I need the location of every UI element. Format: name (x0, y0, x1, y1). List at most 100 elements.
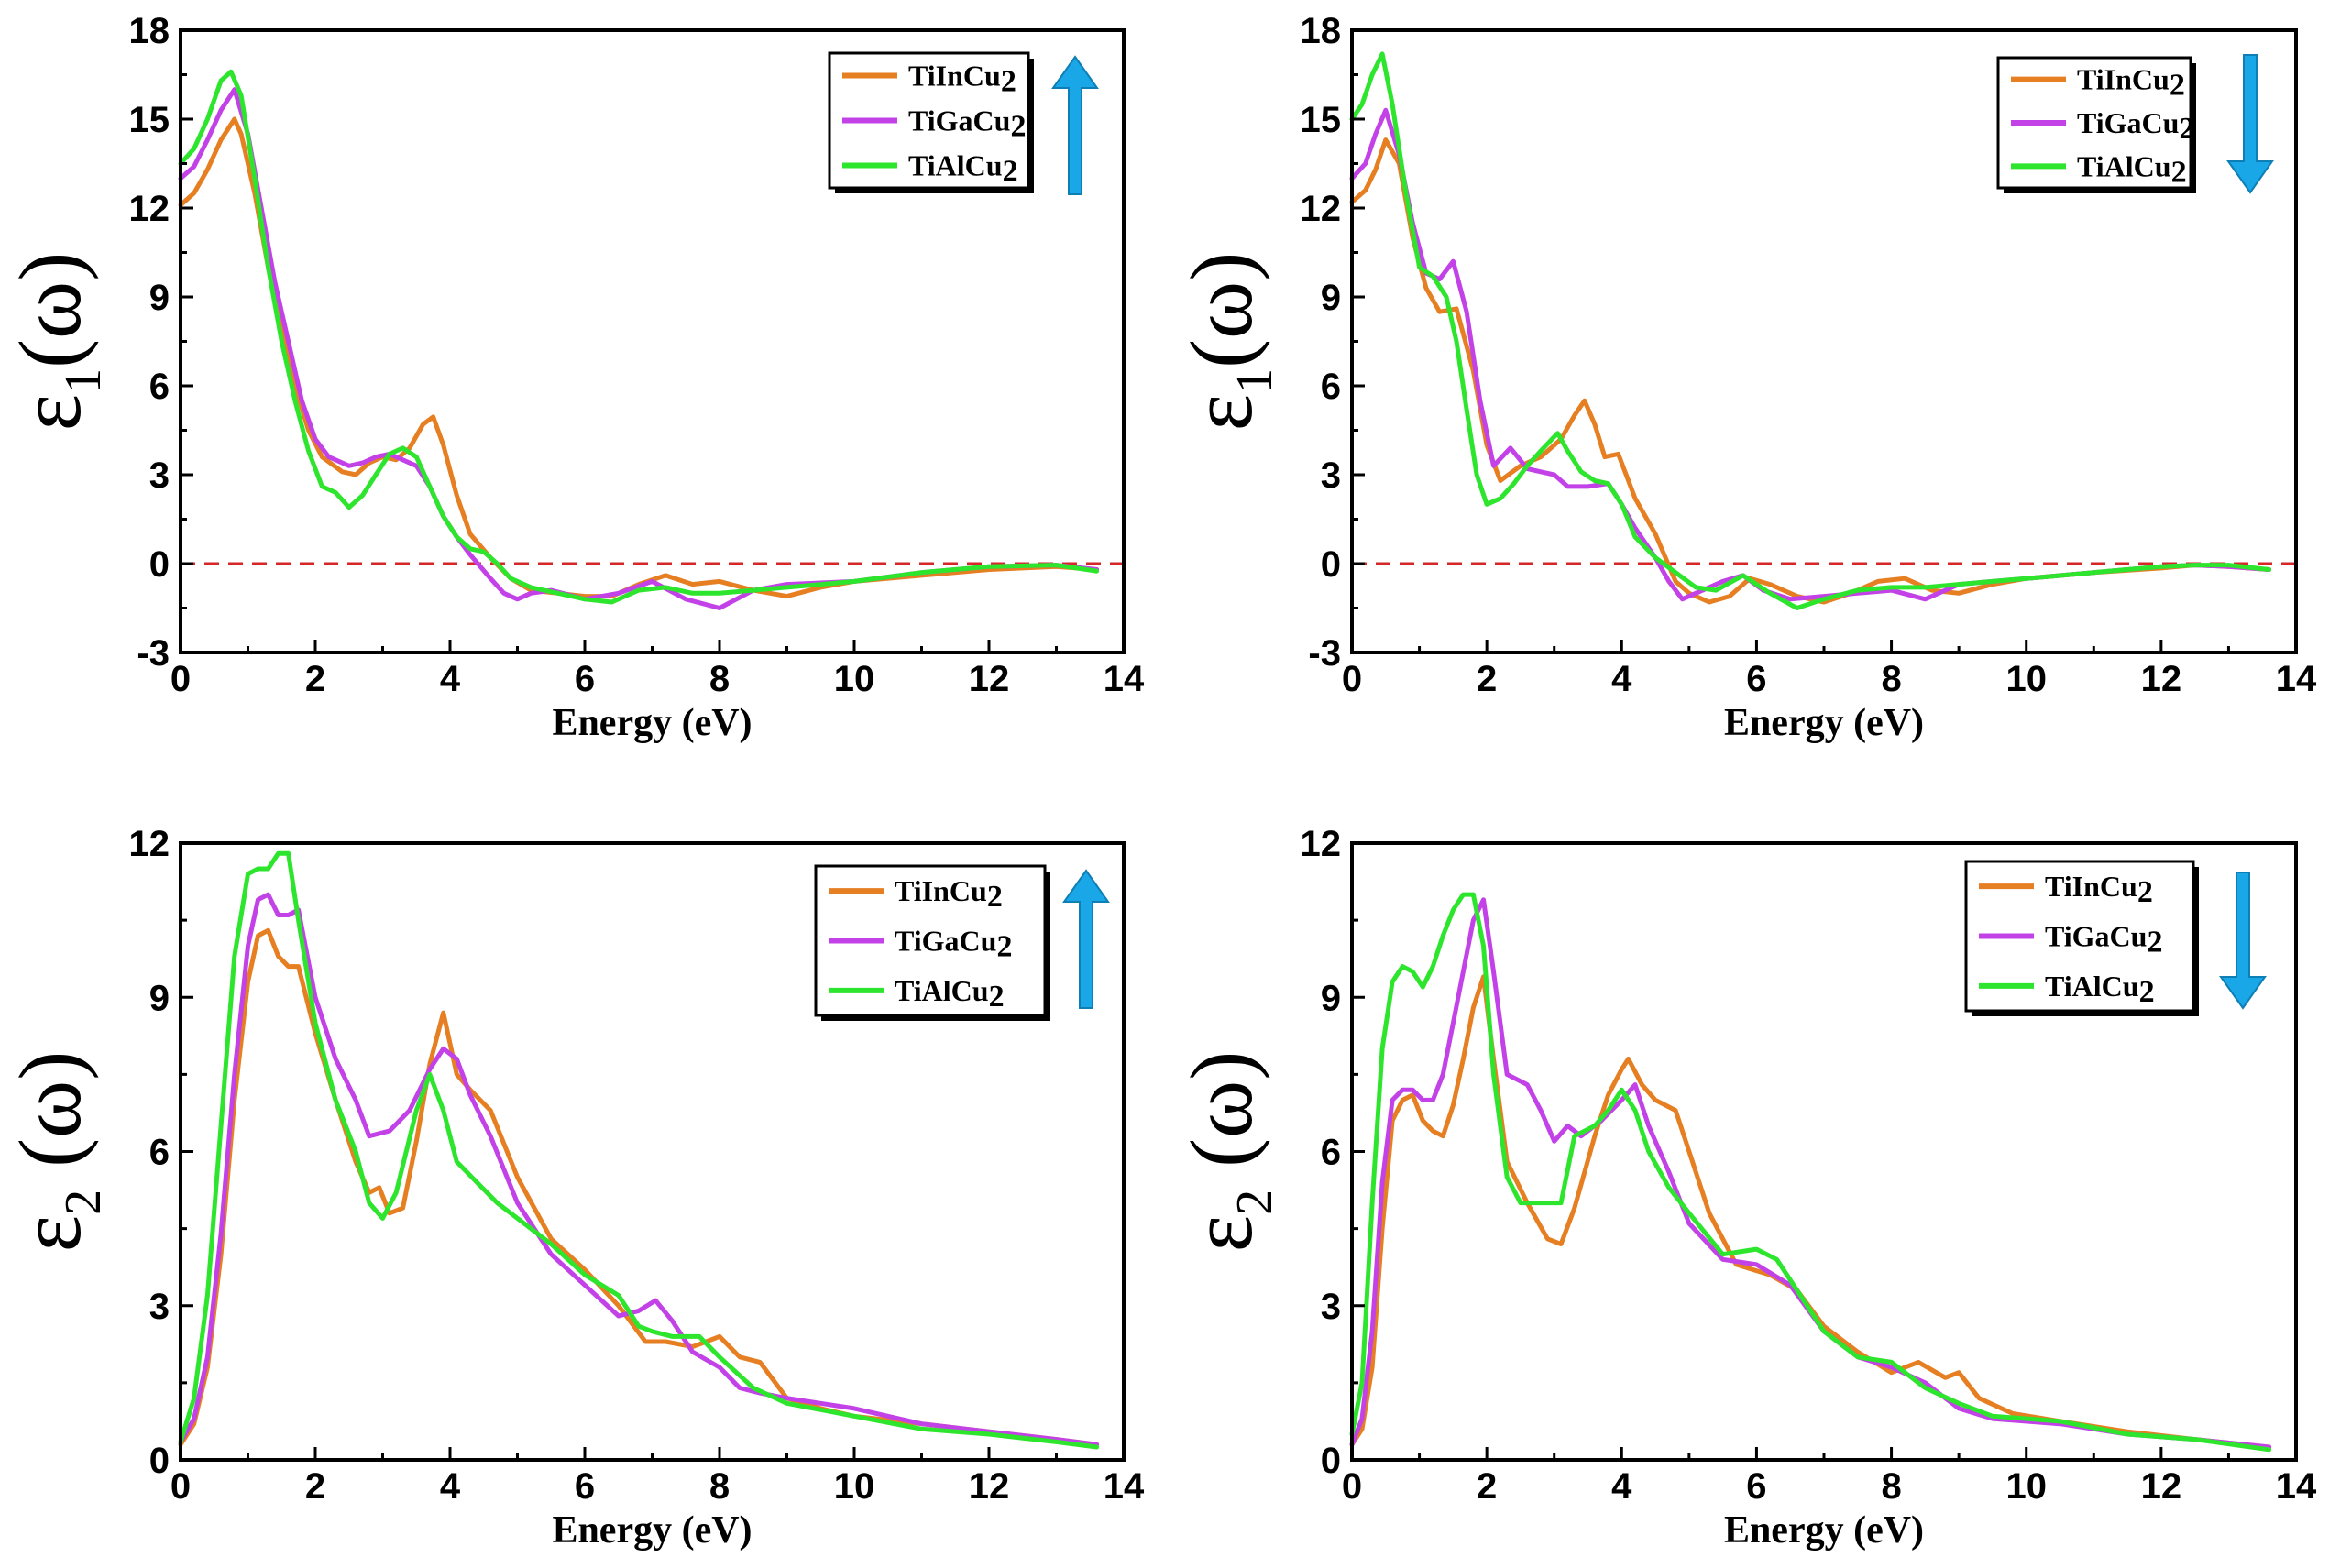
legend-label-TiInCu2: TiInCu2 (2077, 63, 2185, 103)
y-tick-label: 3 (149, 1287, 170, 1327)
y-axis-label: ε1(ω) (1172, 252, 1283, 431)
y-tick-label: 12 (1301, 824, 1342, 864)
legend-label-text: TiAlCu (2077, 149, 2171, 182)
y-tick-label: 15 (1301, 100, 1342, 140)
y-tick-label: -3 (137, 633, 170, 674)
legend-label-TiAlCu2: TiAlCu2 (908, 149, 1018, 189)
y-axis-label: ε1(ω) (1, 252, 112, 431)
spin-up-arrow-icon (1051, 55, 1099, 195)
y-tick-label: 9 (1321, 978, 1341, 1018)
series-line-TiAlCu2 (178, 69, 1100, 605)
series-line-TiInCu2 (1349, 974, 2272, 1450)
y-axis-label-symbol: ε (1, 394, 99, 431)
y-tick-label: 18 (129, 11, 170, 51)
y-axis-label-symbol: ε (1172, 1215, 1270, 1252)
legend-label-subscript: 2 (987, 880, 1003, 914)
series-line-TiAlCu2 (178, 850, 1100, 1450)
y-tick-label: 12 (129, 189, 170, 229)
x-tick-label: 6 (1746, 659, 1766, 699)
x-tick-label: 14 (1104, 1466, 1145, 1507)
y-axis-label-argument: (ω) (1, 252, 99, 368)
legend-label-TiAlCu2: TiAlCu2 (895, 974, 1005, 1014)
y-tick-label: 12 (129, 824, 170, 864)
y-tick-label: 15 (129, 100, 170, 140)
x-tick-label: 4 (1611, 1466, 1632, 1507)
legend-label-subscript: 2 (2170, 69, 2185, 103)
legend-label-subscript: 2 (2139, 975, 2155, 1009)
y-axis-label-subscript: 2 (1226, 1190, 1283, 1215)
x-tick-label: 0 (170, 659, 191, 699)
y-tick-label: 9 (149, 978, 170, 1018)
y-tick-label: 6 (149, 1133, 170, 1173)
legend-label-text: TiInCu (2045, 870, 2137, 903)
y-axis-label: ε2 (ω) (1172, 1051, 1283, 1252)
y-axis-label-argument: (ω) (1172, 1051, 1270, 1190)
legend-label-text: TiGaCu (908, 104, 1010, 137)
legend-label-text: TiAlCu (908, 149, 1003, 182)
y-tick-label: 6 (1321, 1133, 1341, 1173)
x-tick-label: 12 (2141, 1466, 2182, 1507)
series-line-TiInCu2 (178, 927, 1100, 1447)
y-axis-label-argument: (ω) (1, 1051, 99, 1190)
legend-label-text: TiGaCu (2077, 106, 2179, 139)
x-axis-label: Energy (eV) (1724, 702, 1924, 744)
x-tick-label: 2 (1477, 1466, 1497, 1507)
x-tick-label: 14 (2276, 1466, 2317, 1507)
legend-label-TiGaCu2: TiGaCu2 (2077, 106, 2194, 146)
legend-label-TiAlCu2: TiAlCu2 (2045, 970, 2155, 1009)
y-tick-label: 3 (149, 455, 170, 496)
legend-label-subscript: 2 (1001, 65, 1016, 99)
x-tick-label: 10 (834, 659, 875, 699)
y-tick-label: 9 (1321, 278, 1341, 318)
x-tick-label: 0 (170, 1466, 191, 1507)
x-tick-label: 10 (2005, 659, 2047, 699)
x-tick-label: 12 (969, 1466, 1010, 1507)
legend-label-TiInCu2: TiInCu2 (895, 874, 1003, 914)
y-tick-label: 3 (1321, 1287, 1341, 1327)
legend-label-TiGaCu2: TiGaCu2 (895, 925, 1012, 964)
y-tick-label: -3 (1308, 633, 1341, 674)
series-line-TiAlCu2 (1349, 51, 2272, 610)
x-tick-label: 12 (2141, 659, 2182, 699)
y-tick-label: 0 (1321, 544, 1341, 585)
x-axis-label: Energy (eV) (1724, 1509, 1924, 1552)
y-axis-label-symbol: ε (1, 1215, 99, 1252)
x-tick-label: 8 (709, 1466, 730, 1507)
legend-label-subscript: 2 (1010, 110, 1026, 144)
x-tick-label: 8 (709, 659, 730, 699)
legend-label-TiGaCu2: TiGaCu2 (908, 104, 1026, 144)
x-tick-label: 2 (305, 1466, 325, 1507)
x-tick-label: 0 (1342, 1466, 1362, 1507)
x-tick-label: 14 (1104, 659, 1145, 699)
legend-label-TiGaCu2: TiGaCu2 (2045, 920, 2162, 959)
y-axis-label-subscript: 1 (55, 368, 112, 394)
x-tick-label: 6 (575, 1466, 595, 1507)
y-axis-label-argument: (ω) (1172, 252, 1270, 368)
x-tick-label: 2 (305, 659, 325, 699)
y-tick-label: 0 (149, 544, 170, 585)
legend-label-subscript: 2 (1003, 155, 1018, 189)
legend-label-subscript: 2 (996, 930, 1012, 964)
y-tick-label: 6 (1321, 367, 1341, 407)
x-tick-label: 8 (1881, 1466, 1901, 1507)
legend-label-subscript: 2 (2137, 875, 2153, 909)
x-tick-label: 6 (1746, 1466, 1766, 1507)
x-tick-label: 8 (1881, 659, 1901, 699)
x-tick-label: 0 (1342, 659, 1362, 699)
y-tick-label: 6 (149, 367, 170, 407)
legend-label-text: TiInCu (895, 874, 987, 907)
y-tick-label: 12 (1301, 189, 1342, 229)
legend-label-text: TiInCu (908, 60, 1001, 93)
legend-label-text: TiAlCu (2045, 970, 2139, 1003)
legend-label-subscript: 2 (2171, 155, 2187, 189)
legend-label-subscript: 2 (989, 980, 1005, 1014)
spin-down-arrow-icon (2226, 54, 2274, 194)
y-tick-label: 0 (149, 1441, 170, 1481)
y-axis-label-symbol: ε (1172, 394, 1270, 431)
legend-label-TiInCu2: TiInCu2 (2045, 870, 2153, 909)
